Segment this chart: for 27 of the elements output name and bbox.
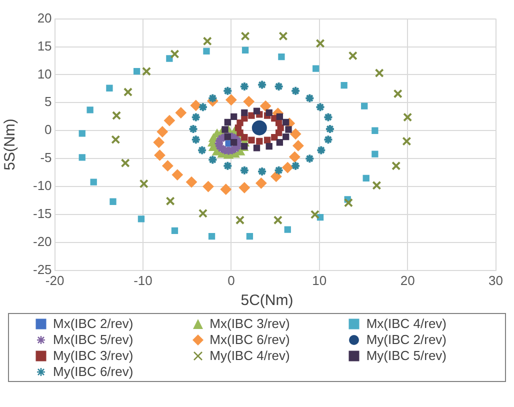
y-tick-label: -10: [32, 178, 52, 194]
x-tick-label: -10: [134, 272, 152, 288]
x-tick-label: 10: [312, 272, 327, 288]
x-tick-label: 20: [400, 272, 415, 288]
y-tick-label: 5: [44, 94, 52, 110]
legend-label: Mx(IBC 5/rev): [53, 332, 134, 347]
y-tick-label: 15: [37, 38, 52, 54]
y-tick-label: -15: [32, 206, 52, 222]
y-tick-label: -5: [40, 150, 52, 166]
y-tick-label: 10: [37, 66, 52, 82]
legend-label: Mx(IBC 6/rev): [210, 332, 290, 347]
y-tick-label: 20: [37, 10, 52, 26]
x-axis-title: 5C(Nm): [240, 292, 294, 309]
x-tick-label: 0: [228, 272, 235, 288]
y-tick-label: -20: [32, 234, 52, 250]
x-tick-label: 30: [488, 272, 504, 288]
legend-label: My(IBC 5/rev): [366, 348, 446, 363]
legend-label: My(IBC 2/rev): [366, 332, 446, 347]
y-tick-label: 0: [44, 122, 52, 138]
y-axis-title: 5S(Nm): [1, 118, 18, 170]
legend-label: Mx(IBC 4/rev): [366, 316, 446, 331]
y-tick-label: -25: [32, 262, 52, 277]
legend-label: Mx(IBC 2/rev): [53, 316, 134, 331]
legend-label: My(IBC 3/rev): [53, 348, 134, 363]
legend-label: Mx(IBC 3/rev): [210, 316, 290, 331]
legend-label: My(IBC 6/rev): [53, 364, 134, 379]
legend-label: My(IBC 4/rev): [210, 348, 290, 363]
